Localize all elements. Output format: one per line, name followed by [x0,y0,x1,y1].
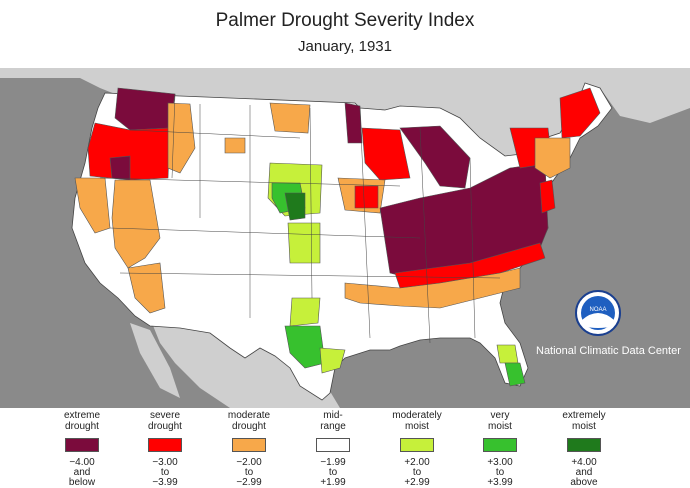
region-idaho-moderate [167,102,196,174]
legend-caption: extremely moist [548,410,620,432]
legend-swatch [483,438,517,452]
region-nd-moderate [269,102,311,134]
legend-caption-line1: severe [149,410,180,421]
legend-range: −2.00 to −2.99 [213,458,285,488]
state-boundaries [99,93,501,344]
legend-item: extreme drought −4.00 and below [46,410,118,488]
legend-item: very moist +3.00 to +3.99 [464,410,536,488]
region-fl-moderately-moist [496,344,519,364]
region-wa-extreme [114,87,176,131]
legend-caption-line2: moist [405,421,429,432]
legend-caption: moderate drought [213,410,285,432]
legend-item: moderately moist +2.00 to +2.99 [381,410,453,488]
region-ia-severe [354,185,379,209]
legend-caption-line1: very [490,410,510,421]
legend-range-line1: −4.00 [69,457,95,468]
legend-swatch [232,438,266,452]
legend-range: −3.00 to −3.99 [129,458,201,488]
legend-range-line1: −3.00 [152,457,178,468]
legend-caption: extreme drought [46,410,118,432]
region-mn-extreme [344,102,363,144]
legend-range: −1.99 to +1.99 [297,458,369,488]
legend-caption-line1: mid- [323,410,343,421]
legend-caption-line2: range [320,421,346,432]
noaa-logo: NOAA [575,290,621,336]
legend-range-line3: below [68,477,96,488]
legend-item: moderate drought −2.00 to −2.99 [213,410,285,488]
region-new-england-moderate [534,137,571,179]
legend-range-line1: +3.00 [487,457,513,468]
region-tx-moderately-moist [289,297,321,327]
map-title: Palmer Drought Severity Index [215,10,475,31]
legend-range-line2: to [160,467,170,478]
legend-range: +2.00 to +2.99 [381,458,453,488]
region-or-extreme [109,155,131,181]
region-nj-severe [539,179,556,214]
baja-land [130,323,180,398]
region-tx-very-moist [284,325,326,369]
legend-range-line3: +1.99 [320,477,346,488]
region-mn-severe [361,127,411,181]
region-or-severe [87,122,171,181]
region-new-england-severe [559,87,601,139]
legend-range-line2: to [412,467,422,478]
legend-range: +3.00 to +3.99 [464,458,536,488]
legend-caption-line2: drought [65,421,99,432]
region-ne-extremely-moist [284,192,306,221]
legend-range-line1: +4.00 [571,457,597,468]
region-az-moderate [127,262,166,314]
logo-text: NOAA [589,307,606,313]
legend-caption-line2: drought [148,421,182,432]
region-fl-very-moist [504,362,526,387]
legend-range-line1: +2.00 [404,457,430,468]
drought-map: NOAA [0,68,690,408]
region-ks-moderately-moist [287,222,321,264]
legend-range: −4.00 and below [46,458,118,488]
legend-caption-line1: extremely [562,410,606,421]
legend-caption-line2: drought [232,421,266,432]
map-subtitle: January, 1931 [298,38,392,55]
mexico-land [150,318,340,408]
legend-swatch [400,438,434,452]
legend-caption-line2: moist [572,421,596,432]
legend-range-line2: to [328,467,338,478]
us-land [71,82,613,401]
legend-swatch [567,438,601,452]
legend-swatch [148,438,182,452]
legend-caption-line1: moderate [227,410,271,421]
legend-swatch [65,438,99,452]
legend-swatch [316,438,350,452]
legend-range-line2: and [73,467,91,478]
legend-range-line1: −1.99 [320,457,346,468]
legend-range-line3: +3.99 [487,477,513,488]
legend-caption-line1: moderately [392,410,442,421]
legend-caption: mid-range [297,410,369,432]
legend-range-line2: to [495,467,505,478]
drought-regions [74,87,601,387]
credit-text: National Climatic Data Center [536,345,681,357]
legend-item: extremely moist +4.00 and above [548,410,620,488]
legend-range-line3: above [570,477,598,488]
region-tx-moist-south [319,347,346,374]
legend-caption: moderately moist [381,410,453,432]
legend-caption: very moist [464,410,536,432]
region-mi-extreme [399,125,471,189]
legend-caption: severe drought [129,410,201,432]
region-south-moderate [344,267,521,309]
region-mt-moderate [224,137,246,154]
legend-range-line2: and [575,467,593,478]
legend-range-line3: −3.99 [152,477,178,488]
legend-range-line3: −2.99 [236,477,262,488]
legend-range-line1: −2.00 [236,457,262,468]
legend-item: mid-range −1.99 to +1.99 [297,410,369,488]
legend-caption-line1: extreme [63,410,101,421]
legend-range-line2: to [244,467,254,478]
legend-range: +4.00 and above [548,458,620,488]
legend-item: severe drought −3.00 to −3.99 [129,410,201,488]
legend-range-line3: +2.99 [404,477,430,488]
region-nv-moderate [111,179,161,269]
legend-caption-line2: moist [488,421,512,432]
